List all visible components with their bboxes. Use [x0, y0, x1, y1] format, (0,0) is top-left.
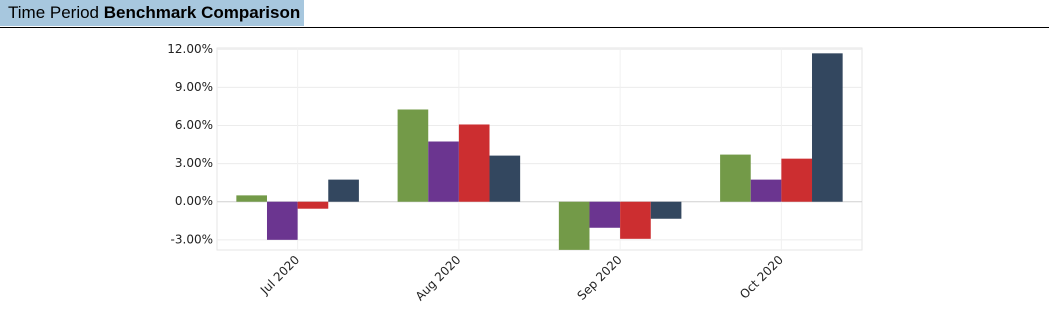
bar: [620, 201, 651, 239]
bar: [297, 201, 329, 209]
y-tick-label: -3.00%: [171, 232, 213, 246]
bar: [266, 201, 298, 240]
header-title: Benchmark Comparison: [103, 3, 301, 22]
bar: [589, 201, 621, 228]
y-tick-label: 0.00%: [175, 194, 213, 208]
y-tick-label: 3.00%: [175, 156, 213, 170]
x-tick-label: Jul 2020: [257, 253, 302, 298]
bar: [489, 155, 521, 202]
plot-area: [216, 47, 863, 251]
bar: [236, 195, 267, 202]
bar: [720, 154, 751, 202]
header: Time Period Benchmark Comparison: [0, 0, 305, 26]
bar: [812, 53, 843, 202]
header-rule: [0, 27, 1049, 28]
bar: [558, 201, 590, 250]
bar: [397, 109, 429, 202]
header-label: Time Period: [8, 3, 100, 22]
bar: [328, 179, 359, 202]
bar: [750, 179, 782, 202]
bar: [428, 141, 459, 202]
y-tick-label: 6.00%: [175, 118, 213, 132]
x-tick-label: Oct 2020: [737, 253, 786, 302]
x-tick-label: Sep 2020: [575, 253, 625, 303]
y-tick-label: 12.00%: [167, 42, 213, 56]
bar: [781, 158, 813, 202]
bar: [458, 124, 490, 202]
bar: [650, 201, 682, 219]
x-tick-label: Aug 2020: [413, 253, 464, 304]
y-tick-label: 9.00%: [175, 80, 213, 94]
